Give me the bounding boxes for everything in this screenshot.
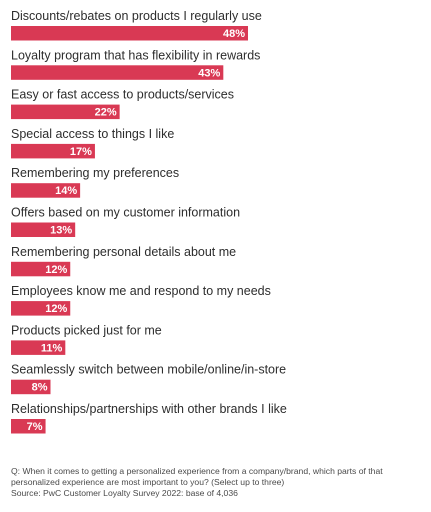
value-label: 17%: [70, 146, 92, 158]
bar: [11, 261, 71, 277]
category-label: Relationships/partnerships with other br…: [11, 402, 287, 416]
value-label: 11%: [41, 342, 63, 354]
footnote: Q: When it comes to getting a personaliz…: [11, 466, 426, 499]
bar-chart: Discounts/rebates on products I regularl…: [11, 9, 287, 434]
value-label: 14%: [55, 185, 77, 197]
value-label: 13%: [50, 225, 72, 237]
value-label: 7%: [27, 421, 43, 433]
value-label: 43%: [198, 67, 220, 79]
category-label: Offers based on my customer information: [11, 206, 240, 220]
value-label: 48%: [223, 28, 245, 40]
category-label: Products picked just for me: [11, 323, 162, 337]
value-label: 12%: [45, 303, 67, 315]
source-note: Source: PwC Customer Loyalty Survey 2022…: [11, 488, 238, 498]
category-label: Employees know me and respond to my need…: [11, 284, 271, 298]
bar: [11, 26, 248, 41]
category-label: Loyalty program that has flexibility in …: [11, 48, 260, 62]
bar: [11, 379, 51, 395]
category-label: Easy or fast access to products/services: [11, 88, 234, 102]
value-label: 8%: [32, 382, 48, 394]
bar: [11, 301, 71, 316]
category-label: Seamlessly switch between mobile/online/…: [11, 363, 286, 377]
value-label: 12%: [45, 264, 67, 276]
survey-question: Q: When it comes to getting a personaliz…: [11, 466, 383, 487]
bar: [11, 340, 66, 355]
category-label: Discounts/rebates on products I regularl…: [11, 9, 262, 23]
category-label: Remembering my preferences: [11, 166, 179, 180]
bar: [11, 104, 120, 120]
bar: [11, 222, 76, 237]
bar: [11, 65, 224, 80]
category-label: Remembering personal details about me: [11, 245, 236, 259]
value-label: 22%: [95, 107, 117, 119]
bar: [11, 419, 46, 434]
category-label: Special access to things I like: [11, 127, 174, 141]
bar: [11, 183, 81, 198]
bar: [11, 143, 95, 159]
